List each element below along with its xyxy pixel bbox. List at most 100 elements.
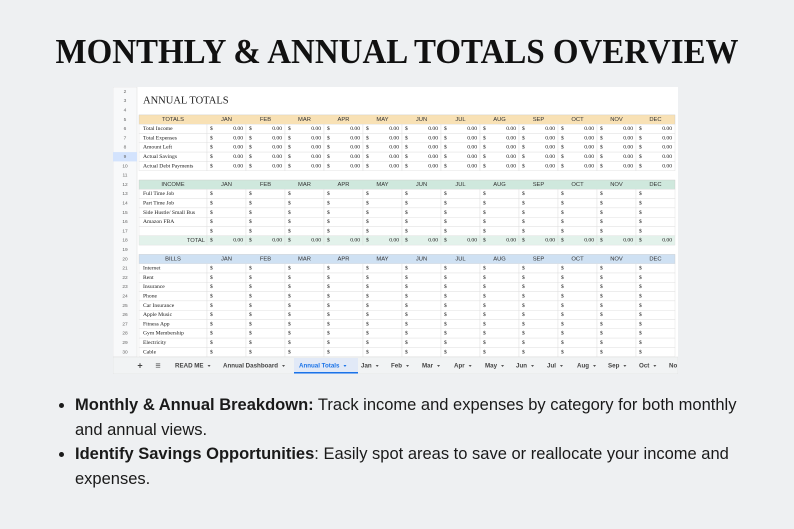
title-area: MONTHLY & ANNUAL TOTALS OVERVIEW [56, 32, 739, 71]
currency: $ [444, 330, 447, 337]
cell [596, 347, 637, 357]
currency: $ [405, 283, 408, 290]
cell-value: 0.00 [584, 135, 594, 141]
month-header: APR [338, 117, 350, 123]
row-number: 27 [122, 321, 128, 327]
cell [323, 272, 364, 283]
sheet-tab[interactable]: Feb [391, 363, 410, 370]
cell [635, 319, 676, 330]
sheet-tab[interactable]: Jun [516, 363, 535, 370]
sheet-tab[interactable]: No [669, 363, 677, 370]
sheet-tab[interactable]: Annual Totals [294, 358, 358, 374]
cell-value: 0.00 [233, 135, 243, 141]
tab-label: Oct [639, 363, 649, 370]
sheet-tab[interactable]: READ ME [175, 363, 211, 370]
row-label: Apple Music [143, 312, 173, 318]
currency: $ [522, 144, 525, 151]
row-cell [138, 226, 208, 237]
cell-value: 0.00 [506, 126, 516, 132]
cell-value: 0.00 [233, 126, 243, 132]
cell [635, 189, 676, 199]
currency: $ [210, 200, 213, 207]
cell [518, 263, 559, 274]
cell [440, 300, 481, 311]
row-number: 19 [122, 247, 128, 253]
currency: $ [210, 218, 213, 225]
cell [206, 198, 247, 209]
sheet-tab[interactable]: May [485, 363, 505, 370]
cell [401, 319, 442, 330]
currency: $ [600, 348, 603, 355]
sheet-tab[interactable]: Jan [361, 363, 379, 370]
cell-value: 0.00 [662, 163, 672, 169]
cell [284, 309, 325, 320]
cell [440, 328, 481, 339]
cell-value: 0.00 [350, 163, 360, 169]
currency: $ [288, 265, 291, 272]
currency: $ [210, 134, 213, 141]
month-header: APR [338, 182, 350, 188]
month-header: SEP [533, 182, 545, 188]
currency: $ [405, 320, 408, 327]
cell [440, 309, 481, 320]
cell [557, 291, 598, 302]
currency: $ [639, 218, 642, 225]
cell [518, 291, 559, 302]
currency: $ [600, 237, 603, 244]
cell [362, 263, 403, 274]
cell-value: 0.00 [506, 135, 516, 141]
row-label: Car Insurance [143, 303, 175, 309]
row-label: Amount Left [143, 144, 172, 151]
currency: $ [444, 190, 447, 197]
row-number: 5 [124, 117, 127, 123]
currency: $ [522, 265, 525, 272]
currency: $ [639, 283, 642, 290]
cell-value: 0.00 [467, 154, 477, 160]
cell [479, 347, 520, 357]
sheet-tab[interactable]: Aug [577, 363, 597, 370]
section-header [138, 179, 676, 190]
cell [206, 347, 247, 357]
currency: $ [561, 227, 564, 234]
currency: $ [639, 153, 642, 160]
sheet-tab[interactable]: Jul [547, 363, 563, 370]
currency: $ [561, 200, 564, 207]
currency: $ [639, 162, 642, 169]
currency: $ [405, 190, 408, 197]
cell [206, 309, 247, 320]
row-number: 20 [122, 256, 128, 262]
selected-row [113, 152, 137, 162]
currency: $ [249, 265, 252, 272]
cell [284, 347, 325, 357]
currency: $ [600, 162, 603, 169]
sheet-list-button[interactable]: ≡ [155, 360, 160, 370]
cell-value: 0.00 [233, 154, 243, 160]
sheet-tab[interactable]: Sep [608, 363, 627, 370]
sheet-tab[interactable]: Annual Dashboard [223, 363, 286, 370]
add-sheet-button[interactable]: + [137, 360, 142, 370]
currency: $ [405, 134, 408, 141]
currency: $ [561, 330, 564, 337]
cell-value: 0.00 [545, 126, 555, 132]
currency: $ [444, 237, 447, 244]
currency: $ [366, 218, 369, 225]
currency: $ [366, 209, 369, 216]
currency: $ [639, 348, 642, 355]
cell [362, 198, 403, 209]
sheet-tab[interactable]: Mar [422, 363, 441, 370]
row-number: 7 [124, 135, 127, 141]
cell-value: 0.00 [233, 145, 243, 151]
currency: $ [444, 144, 447, 151]
cell [596, 282, 637, 292]
row-label: Insurance [143, 284, 165, 290]
currency: $ [288, 330, 291, 337]
currency: $ [483, 348, 486, 355]
currency: $ [639, 330, 642, 337]
row-number: 28 [122, 331, 128, 337]
cell-value: 0.00 [389, 145, 399, 151]
currency: $ [639, 190, 642, 197]
currency: $ [600, 274, 603, 281]
row-number: 17 [122, 228, 128, 234]
sheet-tab[interactable]: Apr [454, 363, 472, 370]
sheet-tab[interactable]: Oct [639, 363, 657, 370]
